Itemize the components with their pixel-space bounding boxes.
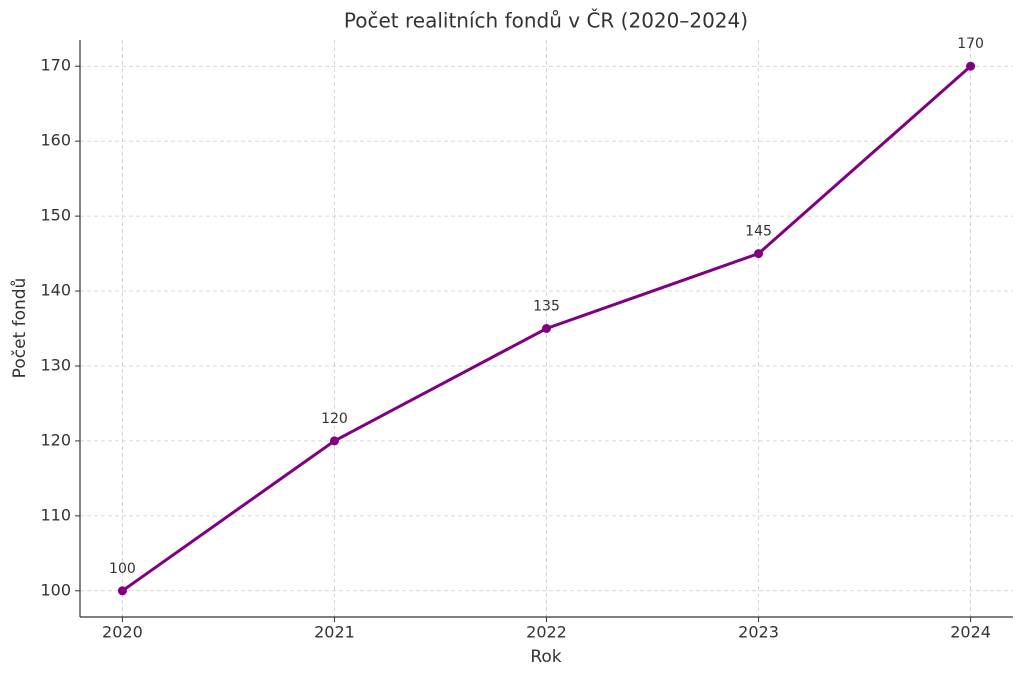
- data-label: 145: [745, 224, 772, 240]
- y-tick-label: 170: [40, 56, 71, 75]
- x-tick-label: 2023: [738, 623, 779, 642]
- y-tick-label: 130: [40, 355, 71, 374]
- y-tick-label: 150: [40, 206, 71, 225]
- y-tick-label: 110: [40, 505, 71, 524]
- y-tick-label: 160: [40, 131, 71, 150]
- point: [754, 249, 764, 259]
- y-tick-label: 100: [40, 580, 71, 599]
- y-tick-label: 120: [40, 430, 71, 449]
- point: [329, 436, 339, 446]
- data-label: 120: [321, 411, 348, 427]
- x-tick-label: 2024: [950, 623, 991, 642]
- y-tick-label: 140: [40, 281, 71, 300]
- data-label: 135: [533, 299, 560, 315]
- point: [117, 586, 127, 596]
- point: [542, 324, 551, 333]
- data-label: 170: [957, 36, 984, 52]
- x-tick-label: 2020: [102, 623, 143, 642]
- data-label: 100: [109, 561, 136, 577]
- x-tick-label: 2021: [314, 623, 355, 642]
- y-axis-label: Počet fondů: [10, 278, 30, 379]
- chart-title: Počet realitních fondů v ČR (2020–2024): [344, 9, 748, 33]
- point: [966, 61, 976, 71]
- x-tick-label: 2022: [526, 623, 567, 642]
- x-axis-label: Rok: [530, 647, 561, 667]
